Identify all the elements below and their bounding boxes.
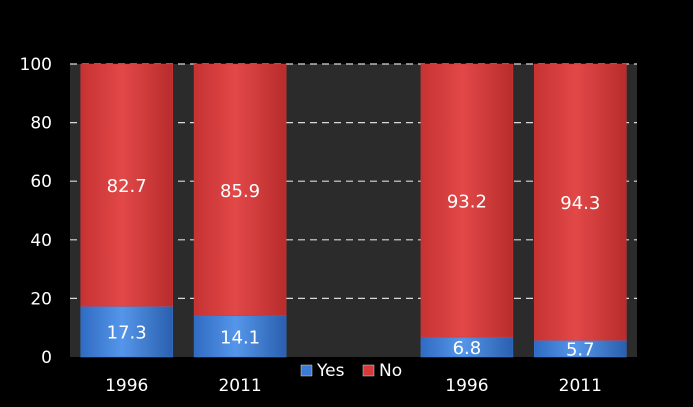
x-tick-label: 2011 [218,376,261,396]
legend-swatch-yes [300,364,313,377]
legend-label-no: No [379,361,402,381]
y-tick-label: 40 [30,231,52,251]
legend-swatch-no [362,364,375,377]
x-axis: 1996 2011 1996 2011 [105,376,602,396]
y-tick-label: 0 [41,348,52,368]
y-tick-label: 100 [20,55,52,75]
bar-no-2011 [193,63,287,316]
y-tick-label: 80 [30,114,52,134]
data-label-yes: 17.3 [107,323,147,344]
data-label-no: 85.9 [220,181,260,202]
data-label-yes: 14.1 [220,327,260,348]
y-axis: 0 20 40 60 80 100 [20,55,52,368]
data-label-yes: 6.8 [453,338,482,359]
y-tick-label: 60 [30,172,52,192]
data-label-no: 93.2 [447,192,487,213]
bar-no-1996 [420,63,514,338]
x-tick-label: 2011 [559,376,602,396]
bar-no-1996 [80,63,173,307]
data-labels: 17.3 82.7 14.1 85.9 6.8 93.2 5.7 94.3 [107,176,601,360]
legend: Yes No [300,361,402,381]
y-tick-label: 20 [30,289,52,309]
data-label-yes: 5.7 [566,340,595,361]
data-label-no: 82.7 [107,176,147,197]
legend-label-yes: Yes [316,361,345,381]
bars [80,63,627,358]
data-label-no: 94.3 [560,193,600,214]
x-tick-label: 1996 [105,376,148,396]
bar-no-2011 [534,63,627,341]
bar-yes-2011 [193,315,287,358]
bar-yes-1996 [80,306,173,358]
x-tick-label: 1996 [445,376,488,396]
